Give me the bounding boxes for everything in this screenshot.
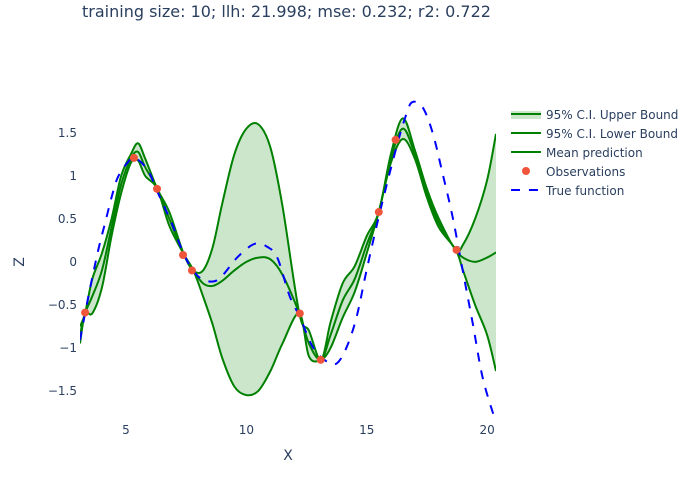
legend-item-true-function[interactable]: True function xyxy=(511,184,624,198)
y-tick-label: 0 xyxy=(69,255,77,269)
observation-point xyxy=(316,355,325,364)
upper-bound-line xyxy=(80,117,496,361)
observation-point xyxy=(179,251,188,259)
observation-point xyxy=(81,308,90,317)
legend-marker-swatch xyxy=(522,167,530,175)
y-tick-label: −1 xyxy=(59,341,77,355)
true-function-line xyxy=(80,100,496,418)
y-tick-label: 0.5 xyxy=(58,212,77,226)
observation-point xyxy=(295,309,304,318)
legend-label: Observations xyxy=(546,165,625,179)
x-tick-label: 15 xyxy=(359,423,374,437)
observation-point xyxy=(374,208,383,217)
observation-point xyxy=(153,184,162,193)
legend-label: 95% C.I. Upper Bound xyxy=(546,108,678,122)
y-tick-label: −0.5 xyxy=(48,298,77,312)
x-tick-label: 20 xyxy=(479,423,494,437)
x-tick-label: 10 xyxy=(239,423,254,437)
legend-item-upper-bound[interactable]: 95% C.I. Upper Bound xyxy=(511,108,678,122)
observation-point xyxy=(391,135,400,144)
observation-point xyxy=(187,266,196,275)
y-tick-label: 1 xyxy=(69,169,77,183)
observation-point xyxy=(129,153,138,162)
legend-item-lower-bound[interactable]: 95% C.I. Lower Bound xyxy=(511,127,678,141)
x-axis-label: X xyxy=(283,448,293,464)
legend-item-observations[interactable]: Observations xyxy=(522,165,625,179)
legend: 95% C.I. Upper Bound 95% C.I. Lower Boun… xyxy=(511,108,678,198)
confidence-band xyxy=(80,118,496,396)
legend-item-mean[interactable]: Mean prediction xyxy=(511,146,643,160)
chart-title: training size: 10; llh: 21.998; mse: 0.2… xyxy=(82,2,491,21)
plot-area xyxy=(80,100,496,418)
y-axis-label: Z xyxy=(12,257,28,267)
legend-label: True function xyxy=(545,184,624,198)
legend-label: Mean prediction xyxy=(546,146,643,160)
x-tick-label: 5 xyxy=(122,423,130,437)
y-tick-label: −1.5 xyxy=(48,384,77,398)
x-axis: 5 10 15 20 xyxy=(122,423,495,437)
observation-point xyxy=(452,245,461,254)
y-tick-label: 1.5 xyxy=(58,126,77,140)
legend-label: 95% C.I. Lower Bound xyxy=(546,127,678,141)
y-axis: −1.5 −1 −0.5 0 0.5 1 1.5 xyxy=(48,126,77,398)
plot-series xyxy=(80,100,496,418)
